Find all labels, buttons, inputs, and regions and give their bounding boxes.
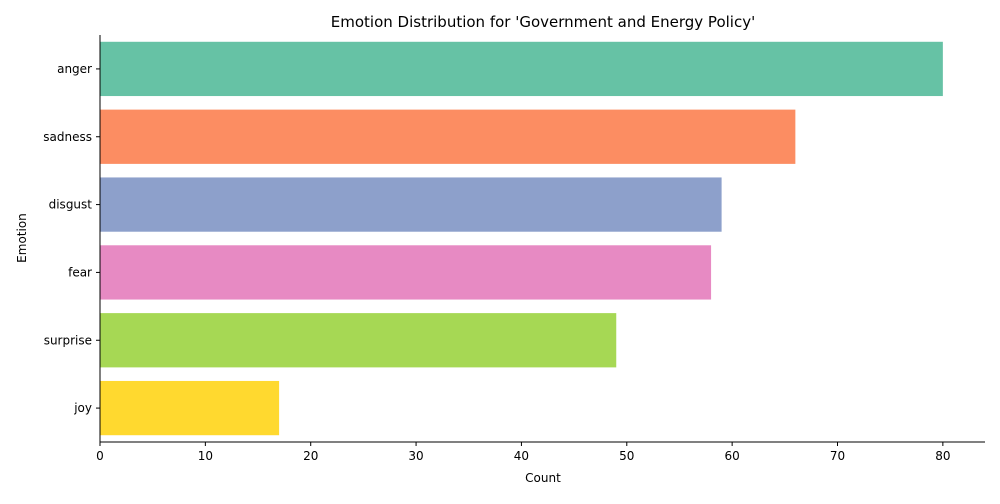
y-tick-label-surprise: surprise xyxy=(44,333,92,347)
x-tick-label-0: 0 xyxy=(96,449,104,463)
y-axis-label: Emotion xyxy=(15,213,29,263)
x-tick-label-40: 40 xyxy=(514,449,529,463)
bars-layer xyxy=(100,41,943,436)
bar-anger xyxy=(100,41,943,97)
x-tick-label-20: 20 xyxy=(303,449,318,463)
x-axis-label: Count xyxy=(525,471,561,485)
chart-title: Emotion Distribution for 'Government and… xyxy=(331,13,755,31)
bar-disgust xyxy=(100,177,722,232)
bar-sadness xyxy=(100,109,796,164)
bar-fear xyxy=(100,245,712,300)
x-tick-label-50: 50 xyxy=(619,449,634,463)
y-tick-label-joy: joy xyxy=(73,401,92,415)
x-tick-label-60: 60 xyxy=(725,449,740,463)
bar-surprise xyxy=(100,313,617,368)
y-tick-label-disgust: disgust xyxy=(49,198,93,212)
bar-joy xyxy=(100,380,280,436)
y-tick-label-fear: fear xyxy=(68,265,92,279)
x-tick-label-10: 10 xyxy=(198,449,213,463)
axes-layer: anger sadness disgust fear surprise joy 0 10 20 3… xyxy=(43,35,985,463)
x-tick-label-30: 30 xyxy=(408,449,423,463)
y-tick-label-sadness: sadness xyxy=(43,130,92,144)
x-tick-label-70: 70 xyxy=(830,449,845,463)
x-tick-label-80: 80 xyxy=(935,449,950,463)
y-tick-label-anger: anger xyxy=(57,62,92,76)
